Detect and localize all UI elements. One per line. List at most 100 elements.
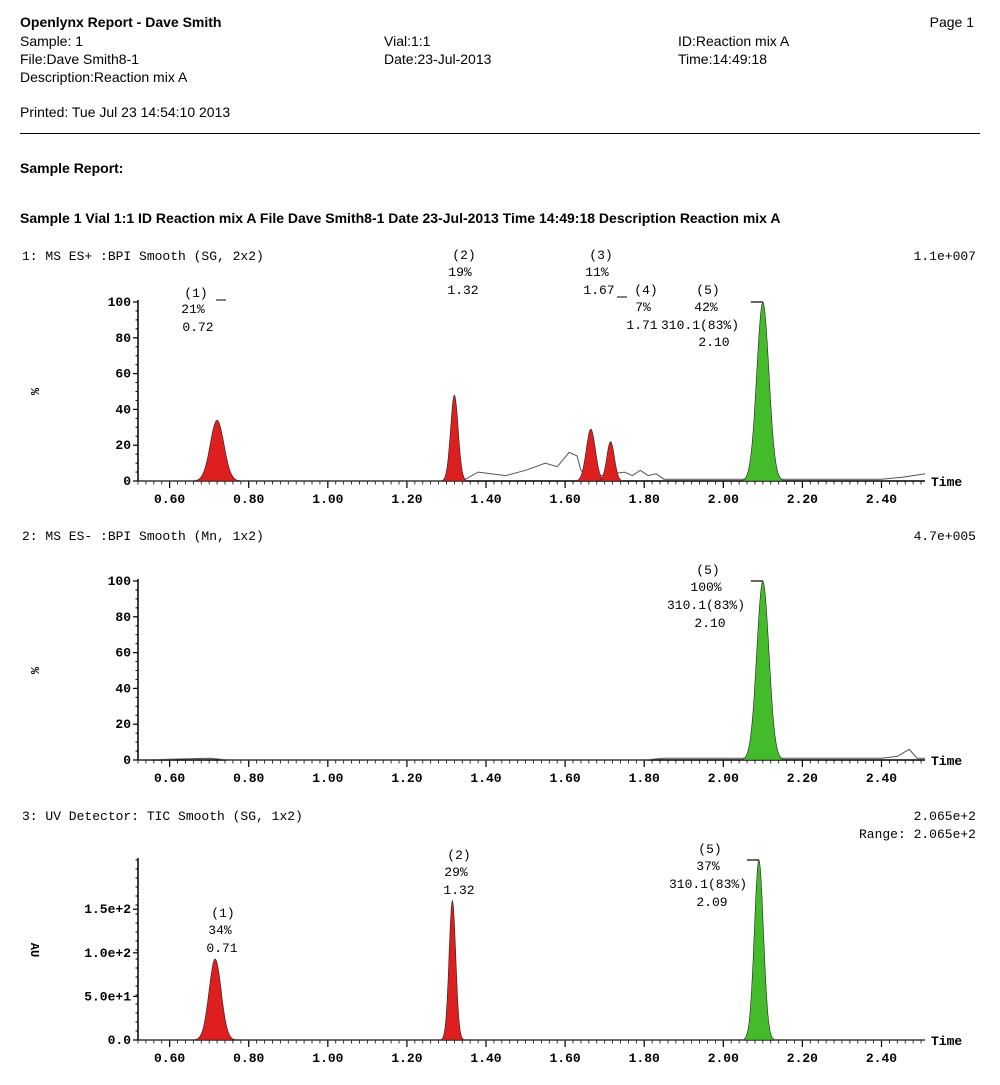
- x-tick-label: 2.20: [787, 492, 818, 507]
- x-tick-label: 1.60: [550, 771, 581, 786]
- peak-5: [742, 301, 783, 482]
- run-time: Time:14:49:18: [678, 51, 767, 67]
- x-tick-label: 1.80: [629, 1051, 660, 1066]
- peak-annotation-pct: 37%: [696, 859, 720, 874]
- peak-annotation-rt: 2.10: [694, 616, 725, 631]
- x-tick-label: 1.00: [312, 492, 343, 507]
- x-tick-label: 1.60: [550, 1051, 581, 1066]
- x-tick-label: 1.00: [312, 1051, 343, 1066]
- y-axis-label: %: [27, 667, 41, 675]
- peak-annotation-rt: 1.32: [447, 283, 478, 298]
- peak-2: [441, 394, 467, 482]
- peak-annotation-mass: 310.1(83%): [669, 877, 747, 892]
- x-tick-label: 2.00: [708, 1051, 739, 1066]
- peak-annotation-id: (5): [696, 283, 719, 298]
- y-tick-label: 60: [115, 646, 131, 661]
- peak-annotation-id: (1): [211, 906, 234, 921]
- page-number: Page 1: [929, 14, 974, 30]
- x-tick-label: 1.20: [391, 1051, 422, 1066]
- peak-1: [194, 419, 240, 482]
- file-name: File:Dave Smith8-1: [20, 51, 140, 67]
- peak-annotation-rt: 1.32: [443, 883, 474, 898]
- y-tick-label: 1.0e+2: [84, 946, 131, 961]
- sample-id: ID:Reaction mix A: [678, 33, 790, 49]
- x-axis-label: Time: [931, 1034, 962, 1049]
- x-tick-label: 1.80: [629, 492, 660, 507]
- x-axis-label: Time: [931, 475, 962, 490]
- vial: Vial:1:1: [384, 33, 431, 49]
- peak-1: [195, 958, 236, 1041]
- peak-annotation-pct: 7%: [635, 300, 651, 315]
- peak-4: [597, 441, 624, 482]
- peak-annotation-pct: 29%: [444, 865, 468, 880]
- x-tick-label: 0.60: [154, 771, 185, 786]
- x-tick-label: 0.80: [233, 1051, 264, 1066]
- x-tick-label: 2.40: [866, 771, 897, 786]
- panel-scale: 1.1e+007: [914, 249, 976, 264]
- y-tick-label: 0.0: [108, 1033, 132, 1048]
- y-tick-label: 1.5e+2: [84, 902, 131, 917]
- y-tick-label: 80: [115, 331, 131, 346]
- peak-2: [441, 899, 464, 1041]
- peak-annotation-pct: 21%: [181, 302, 205, 317]
- peak-annotation-id: (4): [634, 283, 657, 298]
- report-title: Openlynx Report - Dave Smith: [20, 14, 222, 30]
- x-tick-label: 0.60: [154, 492, 185, 507]
- description: Description:Reaction mix A: [20, 69, 188, 85]
- x-tick-label: 2.40: [866, 492, 897, 507]
- peak-annotation-rt: 1.67: [583, 283, 614, 298]
- peak-annotation-pct: 42%: [694, 300, 718, 315]
- y-tick-label: 40: [115, 402, 131, 417]
- y-tick-label: 40: [115, 681, 131, 696]
- y-tick-label: 0: [123, 753, 131, 768]
- x-tick-label: 1.40: [470, 1051, 501, 1066]
- run-date: Date:23-Jul-2013: [384, 51, 492, 67]
- panel-title: 3: UV Detector: TIC Smooth (SG, 1x2): [22, 809, 303, 824]
- x-tick-label: 1.20: [391, 771, 422, 786]
- x-tick-label: 1.20: [391, 492, 422, 507]
- peak-annotation-mass: 310.1(83%): [667, 598, 745, 613]
- panel-scale: 4.7e+005: [914, 529, 976, 544]
- x-tick-label: 2.20: [787, 1051, 818, 1066]
- peak-annotation-rt: 2.10: [698, 335, 729, 350]
- x-tick-label: 0.80: [233, 492, 264, 507]
- x-tick-label: 2.20: [787, 771, 818, 786]
- peak-5: [743, 858, 774, 1041]
- x-tick-label: 2.00: [708, 771, 739, 786]
- sample-number: Sample: 1: [20, 33, 84, 49]
- x-tick-label: 1.80: [629, 771, 660, 786]
- x-tick-label: 1.40: [470, 492, 501, 507]
- panel-scale: 2.065e+2: [914, 809, 976, 824]
- header-divider: [20, 133, 980, 134]
- y-tick-label: 0: [123, 474, 131, 489]
- baseline-trace: [138, 451, 926, 482]
- peak-annotation-pct: 19%: [448, 265, 472, 280]
- x-axis-label: Time: [931, 754, 962, 769]
- x-tick-label: 0.60: [154, 1051, 185, 1066]
- peak-3: [575, 428, 606, 482]
- sample-summary-line: Sample 1 Vial 1:1 ID Reaction mix A File…: [20, 210, 781, 226]
- panel-title: 1: MS ES+ :BPI Smooth (SG, 2x2): [22, 249, 264, 264]
- peak-annotation-id: (1): [184, 286, 207, 301]
- y-axis-label: %: [27, 388, 41, 396]
- section-title: Sample Report:: [20, 160, 124, 176]
- y-tick-label: 60: [115, 367, 131, 382]
- panel-range: Range: 2.065e+2: [859, 827, 976, 842]
- panel-title: 2: MS ES- :BPI Smooth (Mn, 1x2): [22, 529, 264, 544]
- peak-annotation-id: (2): [447, 848, 470, 863]
- x-tick-label: 2.40: [866, 1051, 897, 1066]
- y-tick-label: 5.0e+1: [84, 989, 131, 1004]
- baseline-trace: [137, 748, 925, 761]
- peak-annotation-id: (5): [698, 842, 721, 857]
- x-tick-label: 0.80: [233, 771, 264, 786]
- peak-annotation-pct: 100%: [690, 580, 721, 595]
- peak-annotation-id: (3): [589, 248, 612, 263]
- peak-annotation-rt: 0.72: [182, 320, 213, 335]
- peak-annotation-rt: 1.71: [626, 318, 657, 333]
- peak-annotation-pct: 34%: [208, 923, 232, 938]
- peak-annotation-id: (5): [696, 563, 719, 578]
- x-tick-label: 1.40: [470, 771, 501, 786]
- x-tick-label: 2.00: [708, 492, 739, 507]
- peak-annotation-pct: 11%: [585, 265, 609, 280]
